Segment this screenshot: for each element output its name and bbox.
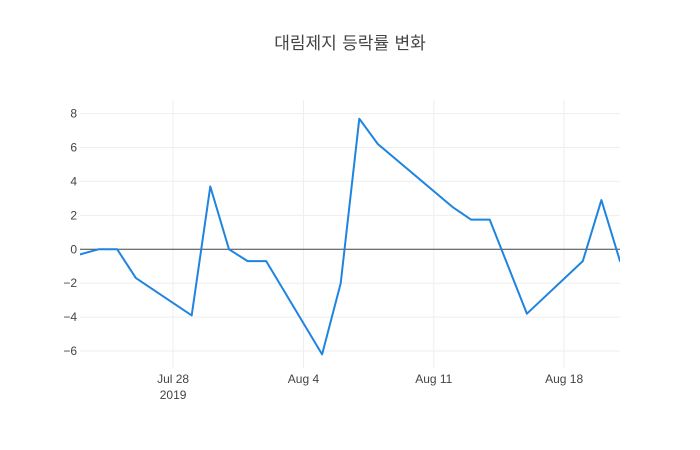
y-tick-label: 0 [70,242,77,256]
x-tick-label: Aug 11 [415,372,452,386]
x-tick-label: Aug 18 [545,372,583,386]
series-layer [80,117,620,356]
series-line [80,117,620,356]
y-tick-label: 4 [70,174,77,188]
y-tick-label: 8 [70,107,77,121]
y-tick-label: 6 [70,140,77,154]
x-axis: Jul 28 2019 Aug 4 Aug 11 Aug 18 [157,372,583,402]
y-tick-label: −4 [63,310,77,324]
x-tick-label: Aug 4 [288,372,320,386]
grid [80,100,620,368]
x-tick-year-label: 2019 [160,388,187,402]
y-tick-label: −6 [63,344,77,358]
y-axis: 8 6 4 2 0 −2 −4 −6 [63,107,77,358]
chart-title: 대림제지 등락률 변화 [274,34,426,54]
y-tick-label: −2 [63,276,77,290]
x-tick-label: Jul 28 [157,372,189,386]
y-tick-label: 2 [70,208,77,222]
